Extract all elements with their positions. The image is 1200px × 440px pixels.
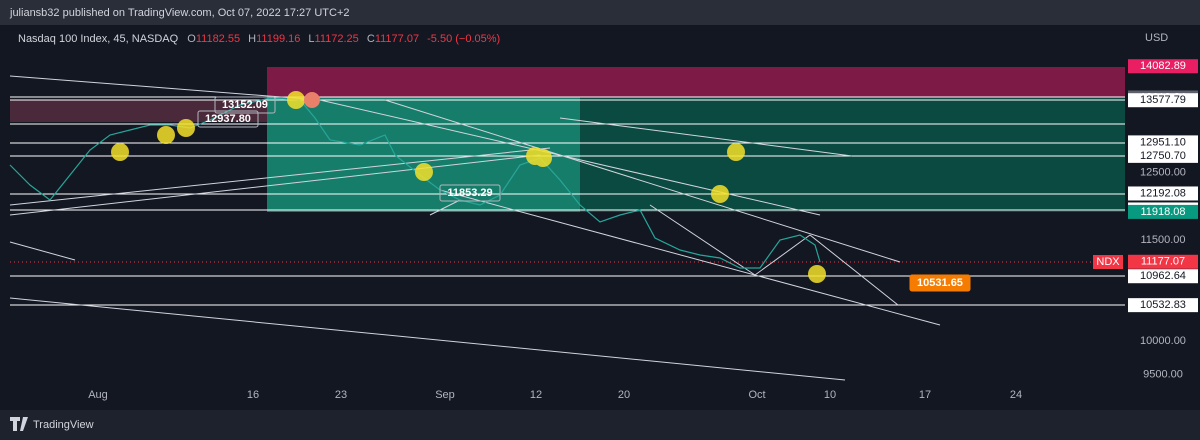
close: 11177.07 [375, 33, 419, 45]
price-labels: 14082.8913618.2413577.7912951.1012750.70… [1128, 59, 1198, 381]
annotation-box [214, 96, 276, 114]
legend: Nasdaq 100 Index, 45, NASDAQ O11182.55 H… [18, 33, 500, 45]
trend-lines [9, 75, 941, 381]
high-label: H [248, 33, 256, 45]
change: -5.50 (−0.05%) [427, 33, 500, 45]
markers [111, 91, 826, 283]
price-label: 10000.00 [1140, 335, 1186, 347]
price-label: 10962.64 [1140, 270, 1186, 282]
price-label: 11918.08 [1140, 206, 1185, 218]
time-label: 23 [335, 389, 347, 401]
ndx-tag-bg [1093, 255, 1123, 269]
time-label: Oct [748, 389, 765, 401]
time-label: Aug [88, 389, 108, 401]
open-label: O [187, 33, 196, 45]
price-label: 12192.08 [1140, 187, 1186, 199]
time-label: 16 [247, 389, 259, 401]
time-axis: Aug 16 23 Sep 12 20 Oct 10 17 24 [88, 389, 1022, 401]
currency: USD [1145, 32, 1168, 44]
zone [10, 100, 267, 122]
price-label-bg [1128, 93, 1198, 108]
price-label: 12951.10 [1140, 136, 1186, 148]
footer-bar [0, 410, 1200, 440]
annotation: 13152.09 [222, 99, 268, 111]
price-label-bg [1128, 59, 1198, 74]
time-label: 17 [919, 389, 931, 401]
annotations: 13152.09 12937.80 11853.29 10531.65 [197, 96, 971, 292]
price-label: 12500.00 [1140, 167, 1186, 179]
publisher: juliansb32 published on TradingView.com,… [9, 7, 350, 19]
annotation-box [439, 184, 501, 202]
price-label: 11500.00 [1140, 234, 1185, 246]
symbol: Nasdaq 100 Index, 45, NASDAQ [18, 33, 179, 45]
time-label: 10 [824, 389, 836, 401]
supply-zone [267, 67, 1125, 97]
price-label: 11177.07 [1141, 256, 1185, 268]
price-label: 10532.83 [1140, 299, 1186, 311]
annotation: 12937.80 [205, 113, 251, 125]
time-label: 20 [618, 389, 630, 401]
close-label: C [367, 33, 375, 45]
price-label-bg [1128, 135, 1198, 150]
annotation-box [197, 110, 259, 128]
levels [10, 96, 1125, 306]
time-label: 24 [1010, 389, 1022, 401]
annotation: 11853.29 [447, 187, 492, 199]
price-label: 13577.79 [1140, 94, 1186, 106]
annotation-box [909, 274, 971, 292]
price-label-bg [1128, 186, 1198, 201]
price-label-bg [1128, 298, 1198, 313]
price-label: 12750.70 [1140, 150, 1186, 162]
low: 11172.25 [315, 33, 359, 45]
annotation: 10531.65 [917, 277, 963, 289]
low-label: L [308, 33, 314, 45]
price-label-bg [1128, 269, 1198, 284]
time-label: Sep [435, 389, 455, 401]
price-label-bg [1128, 254, 1198, 269]
price-label: 9500.00 [1143, 369, 1183, 381]
price-label-bg [1128, 148, 1198, 163]
open: 11182.55 [196, 33, 240, 45]
top-bar [0, 0, 1200, 25]
price-label-bg [1128, 204, 1198, 219]
ndx-tag: NDX [1096, 256, 1120, 268]
price-label: 14082.89 [1140, 60, 1186, 72]
logo [10, 417, 28, 431]
brand: TradingView [33, 419, 94, 431]
high: 11199.16 [256, 33, 300, 45]
marker [304, 92, 320, 108]
time-label: 12 [530, 389, 542, 401]
